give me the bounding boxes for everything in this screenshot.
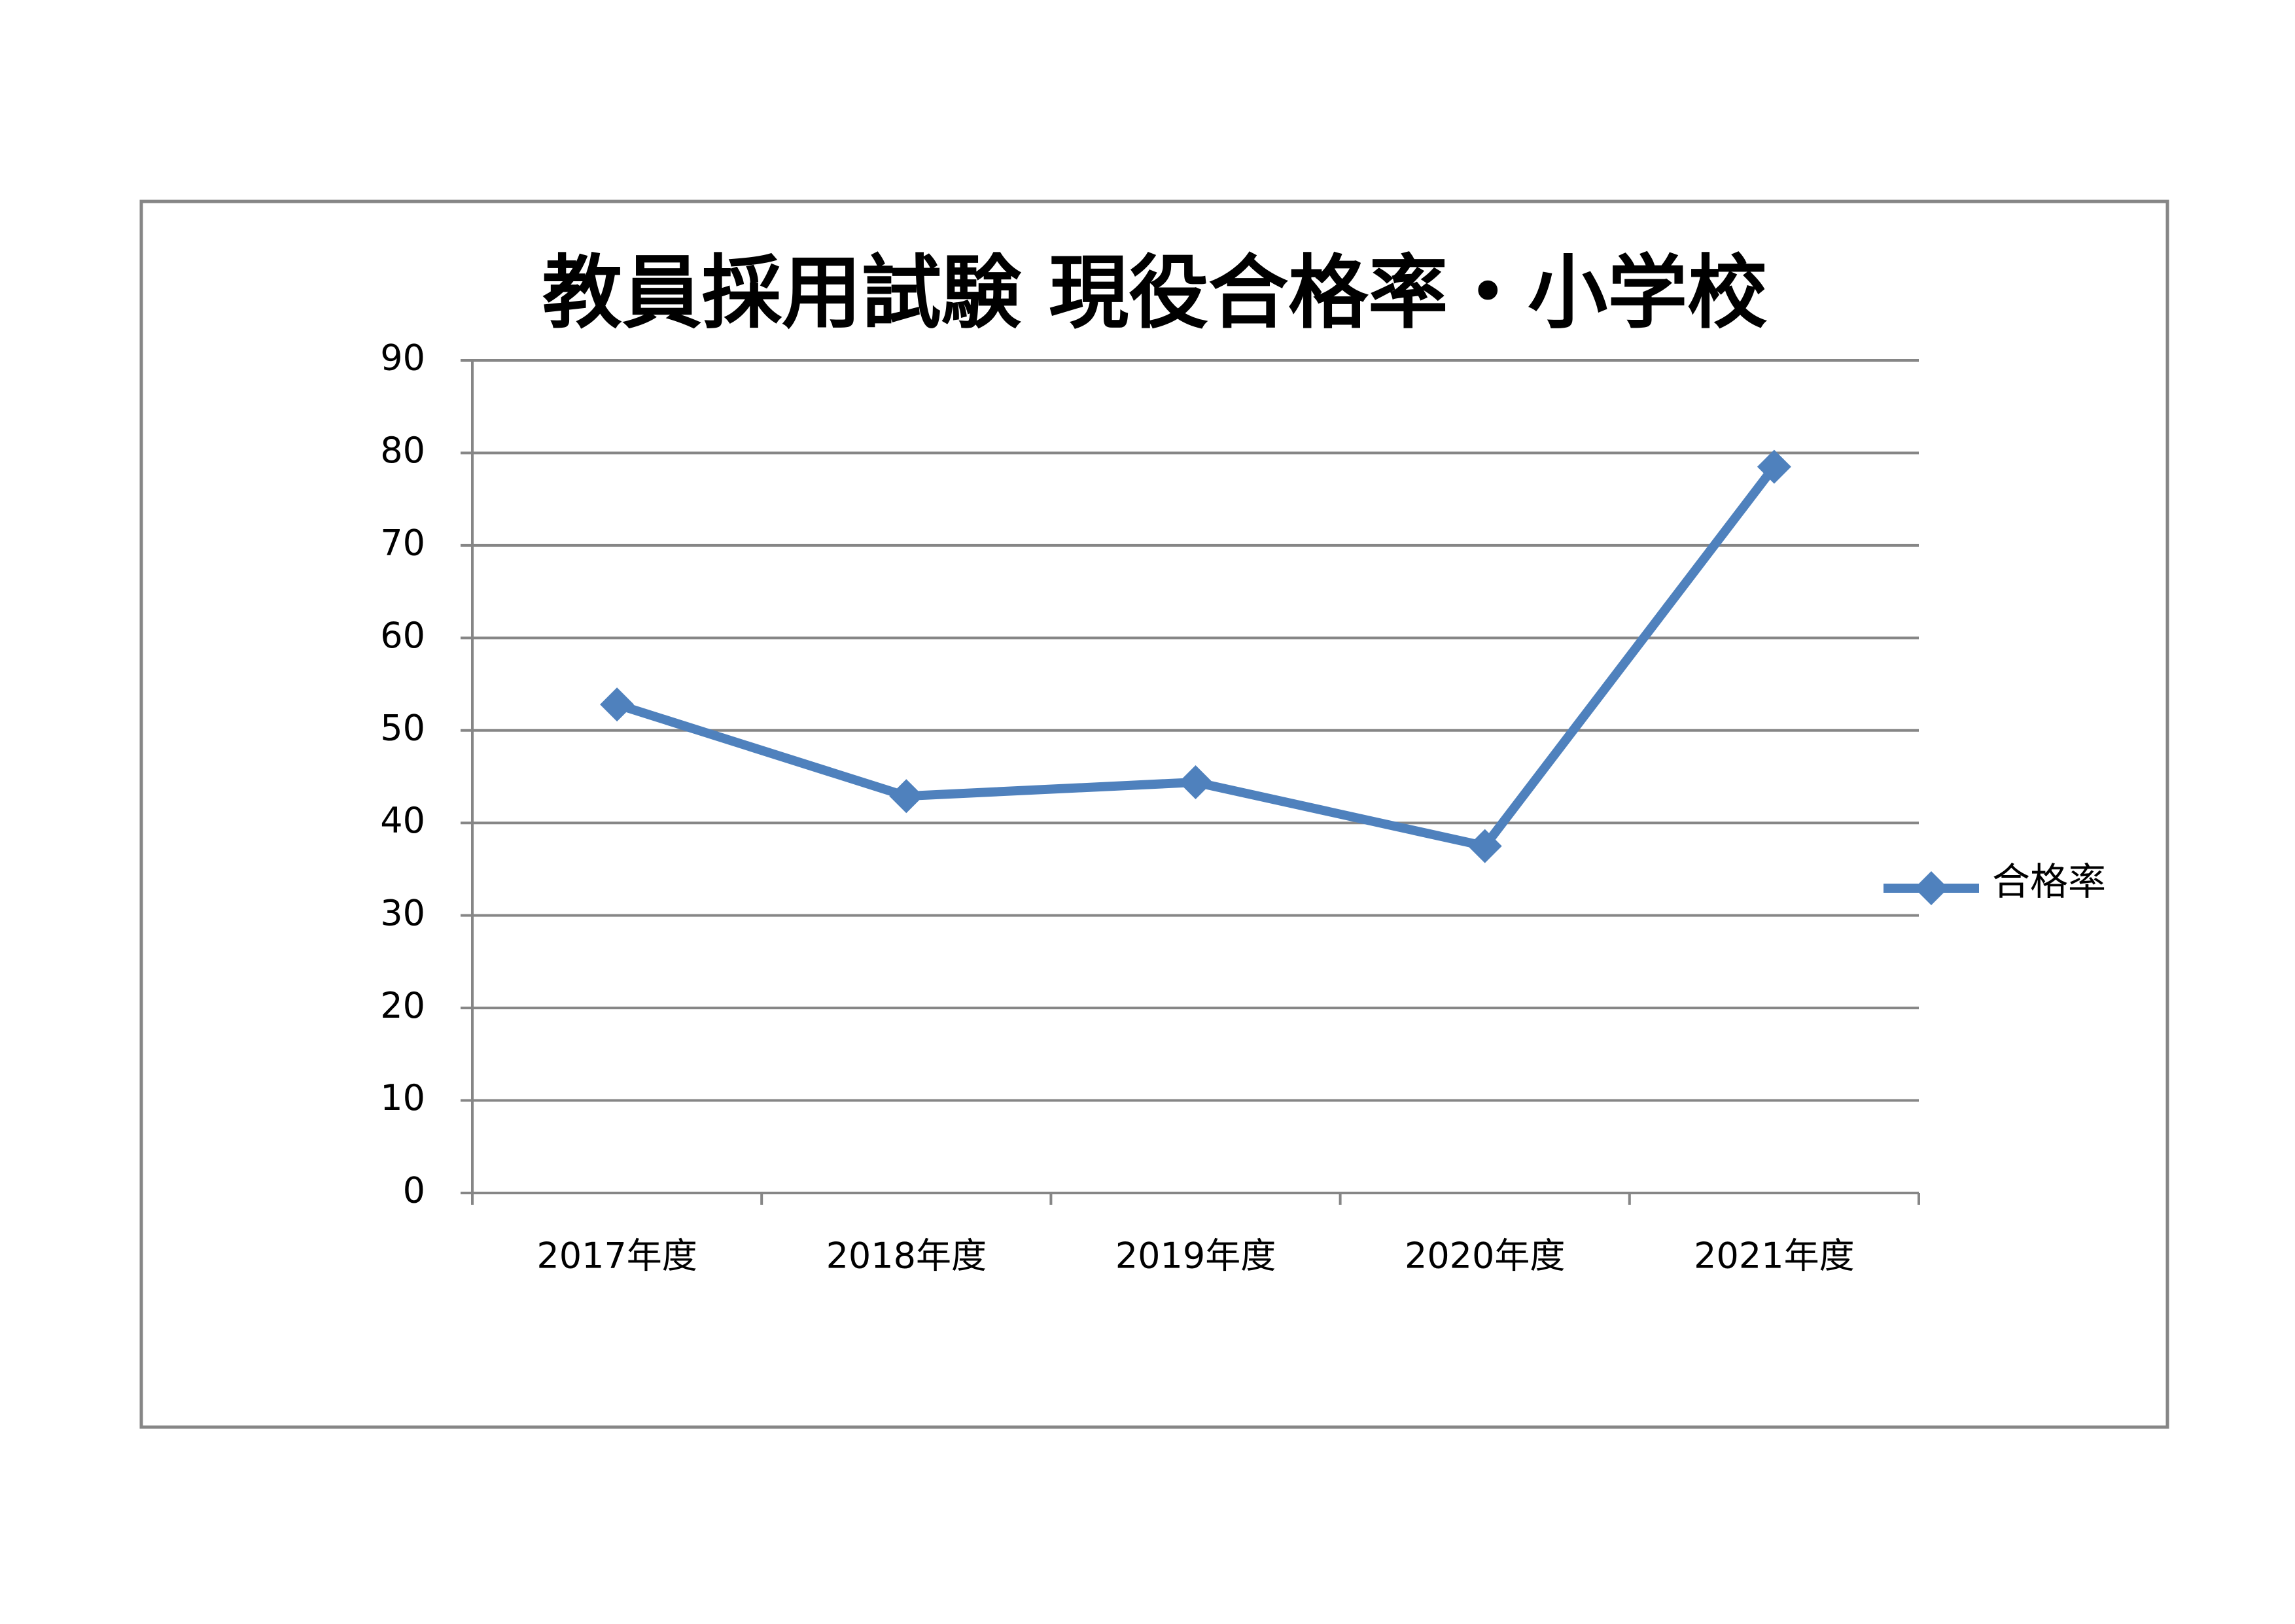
legend-marker (1914, 871, 1948, 905)
y-tick-label: 20 (380, 985, 425, 1026)
data-marker (600, 687, 635, 722)
chart-title: 教員採用試験 現役合格率・小学校 (542, 247, 1767, 339)
chart-frame (139, 199, 2169, 1429)
x-tick-label: 2019年度 (1115, 1235, 1276, 1277)
y-tick-label: 60 (380, 615, 425, 656)
y-tick-label: 0 (403, 1170, 425, 1211)
y-tick-label: 10 (380, 1077, 425, 1118)
data-marker (1467, 829, 1502, 863)
data-marker (1757, 449, 1791, 484)
legend-label: 合格率 (1992, 859, 2106, 904)
data-marker (889, 779, 924, 814)
y-tick-label: 80 (380, 430, 425, 471)
y-tick-label: 90 (380, 337, 425, 379)
data-marker (1178, 765, 1213, 799)
x-tick-label: 2018年度 (826, 1235, 987, 1277)
y-tick-label: 50 (380, 707, 425, 748)
y-tick-label: 70 (380, 523, 425, 564)
x-tick-label: 2017年度 (536, 1235, 697, 1277)
x-tick-label: 2020年度 (1405, 1235, 1565, 1277)
y-tick-label: 40 (380, 800, 425, 841)
y-tick-label: 30 (380, 892, 425, 933)
x-tick-label: 2021年度 (1694, 1235, 1854, 1277)
